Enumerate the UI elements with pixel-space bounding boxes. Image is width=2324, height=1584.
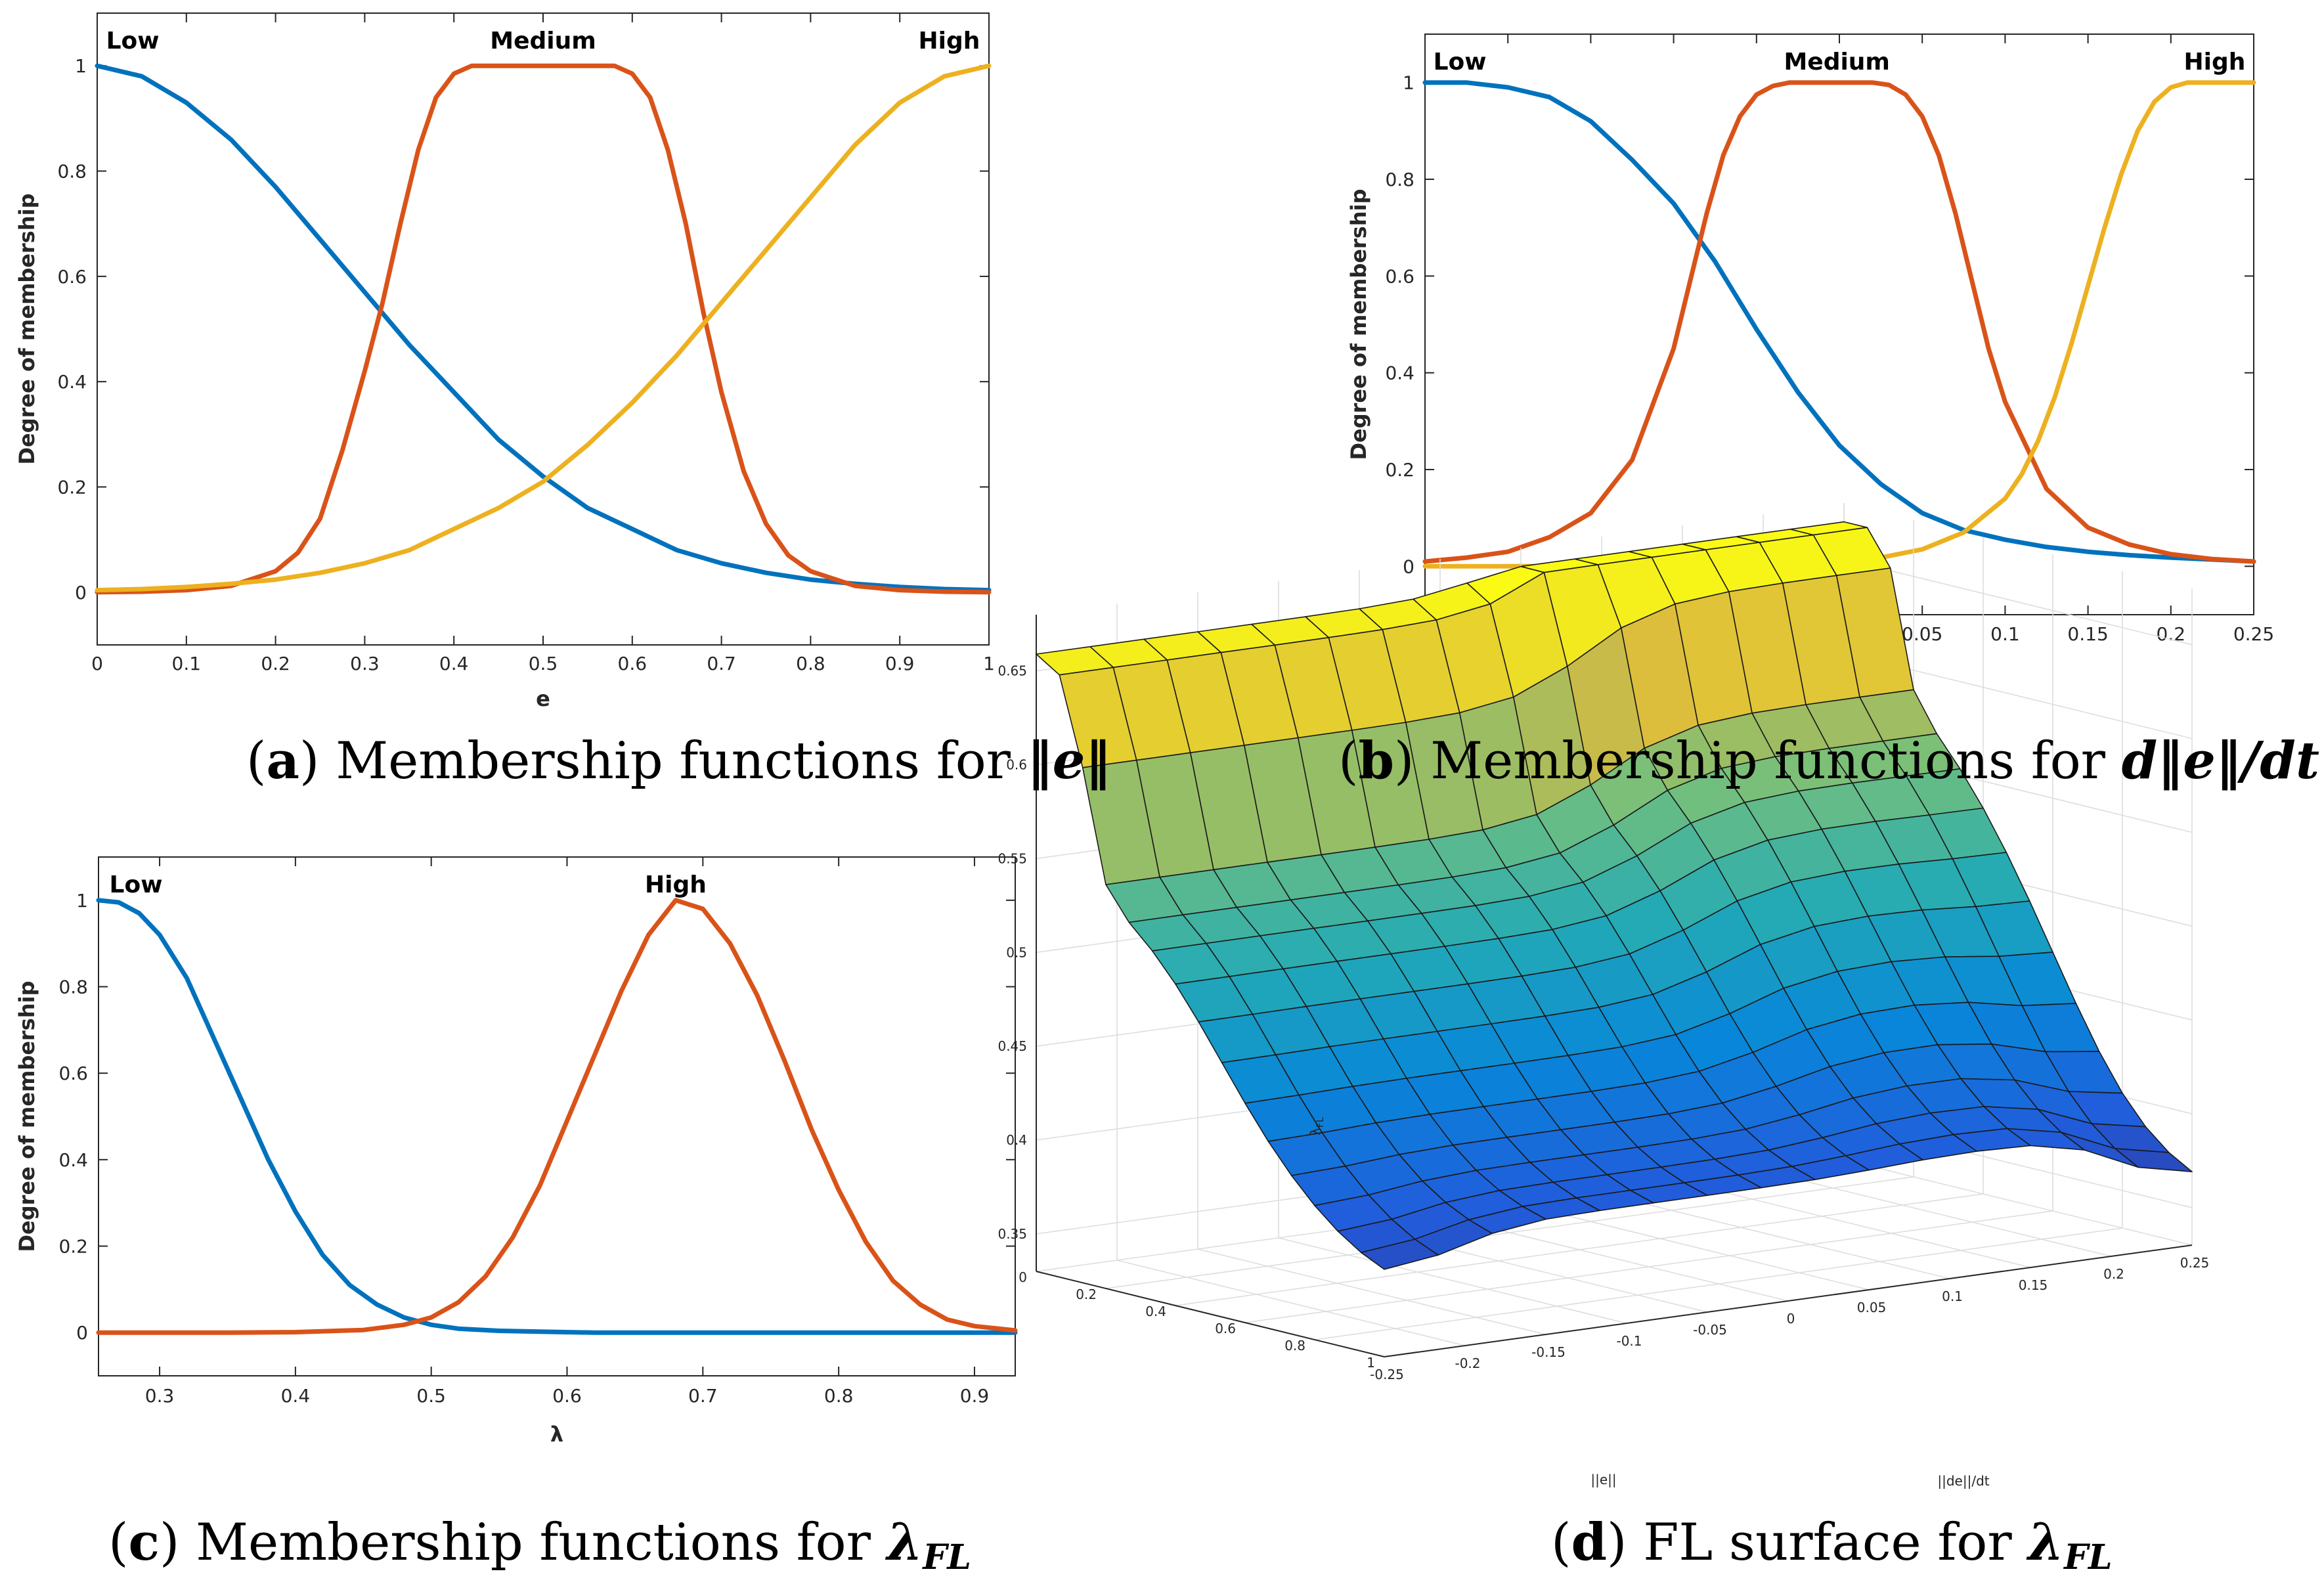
z-tick-label: 0.55 — [998, 850, 1027, 866]
y-axis-label: ||de||/dt — [1937, 1473, 1989, 1489]
x-tick-label: 0.4 — [439, 653, 469, 674]
y-axis-label: Degree of membership — [1346, 188, 1371, 460]
y-tick-label: 0.1 — [1942, 1288, 1963, 1304]
z-tick-label: 0.35 — [998, 1226, 1027, 1242]
x-tick-label: 0.8 — [824, 1385, 854, 1407]
y-tick-label: 0.8 — [58, 977, 88, 998]
y-tick-label: 0.4 — [1385, 363, 1414, 384]
x-tick-label: 1 — [983, 653, 995, 674]
y-tick-label: 0.2 — [2103, 1266, 2124, 1282]
y-tick-label: -0.25 — [1370, 1367, 1404, 1382]
figure-canvas: 0 0.1 0.2 0.3 0.4 0.5 0.6 0.7 0.8 0.9 100.20.40.60… — [0, 0, 2324, 1584]
x-tick-label: 0.4 — [281, 1385, 311, 1407]
y-tick-label: 0.8 — [57, 161, 87, 183]
x-tick-label: 0.9 — [960, 1385, 990, 1407]
x-tick-label: 0.8 — [796, 653, 825, 674]
z-tick-label: 0.5 — [1006, 944, 1027, 960]
y-tick-label: 0.4 — [57, 371, 87, 393]
y-tick-label: 0.2 — [57, 477, 87, 498]
z-tick-label: 0.65 — [998, 663, 1027, 679]
mf-label-high: High — [2184, 49, 2246, 76]
mf-label-medium: Medium — [490, 28, 596, 55]
y-tick-label: 0.6 — [58, 1063, 88, 1084]
y-tick-label: 0 — [75, 582, 87, 604]
y-axis-label: Degree of membership — [14, 980, 39, 1252]
y-tick-label: 0.8 — [1385, 169, 1414, 190]
x-tick-label: 0.6 — [618, 653, 647, 674]
x-tick-label: 0 — [1019, 1269, 1027, 1285]
x-tick-label: 0.4 — [1145, 1304, 1166, 1319]
x-tick-label: 0.2 — [261, 653, 290, 674]
y-tick-label: 0.4 — [58, 1149, 88, 1171]
mf-label-low: Low — [106, 28, 160, 55]
x-axis-label: e — [536, 686, 550, 711]
x-axis-label: λ — [550, 1422, 563, 1447]
x-tick-label: 0.5 — [416, 1385, 446, 1407]
y-tick-label: -0.1 — [1616, 1333, 1642, 1349]
y-tick-label: 0 — [76, 1322, 88, 1344]
mf-label-medium: Medium — [1784, 49, 1890, 76]
z-tick-label: 0.45 — [998, 1038, 1027, 1054]
x-tick-label: 0.2 — [1076, 1287, 1097, 1302]
caption-a: (a) Membership functions for ‖e‖ — [246, 731, 1110, 791]
x-tick-label: 0.5 — [529, 653, 558, 674]
y-tick-label: 0.05 — [1857, 1300, 1887, 1315]
x-tick-label: 0.6 — [552, 1385, 582, 1407]
panel-c-membership-lambda: 0.3 0.4 0.5 0.6 0.7 0.8 0.9 0 0.2 0.4 0.6 0.8 1 Low Hi… — [14, 857, 1015, 1447]
y-tick-label: -0.2 — [1455, 1355, 1480, 1371]
caption-d: (d) FL surface for λFL — [1551, 1512, 2113, 1577]
x-tick-label: 0.7 — [707, 653, 736, 674]
x-tick-label: 0.05 — [1902, 623, 1942, 645]
x-tick-label: 0.6 — [1215, 1321, 1236, 1336]
y-tick-label: 1 — [76, 890, 88, 912]
y-tick-label: 0.25 — [2180, 1255, 2210, 1271]
mf-label-low: Low — [1434, 49, 1487, 76]
plot-area — [97, 13, 989, 645]
y-axis-label: Degree of membership — [14, 193, 39, 464]
y-tick-label: 0 — [1787, 1311, 1795, 1327]
y-tick-label: 1 — [1403, 72, 1414, 94]
x-tick-label: 0.25 — [2233, 623, 2274, 645]
y-tick-label: 0.6 — [57, 266, 87, 288]
y-tick-label: 0 — [1403, 556, 1414, 577]
panel-d-fl-surface: 0.350.40.450.50.550.60.6500.20.40.60.81-… — [998, 503, 2209, 1489]
x-tick-label: 0 — [91, 653, 103, 674]
y-tick-label: -0.15 — [1531, 1344, 1566, 1360]
x-tick-label: 0.3 — [145, 1385, 175, 1407]
y-tick-label: 0.2 — [1385, 459, 1414, 481]
x-tick-label: 0.15 — [2067, 623, 2108, 645]
x-tick-label: 0.8 — [1284, 1338, 1305, 1353]
x-tick-label: 0.1 — [172, 653, 202, 674]
y-axis-line — [1384, 1245, 2192, 1357]
y-tick-label: 1 — [75, 55, 87, 77]
y-tick-label: 0.2 — [58, 1236, 88, 1258]
caption-c: (c) Membership functions for λFL — [108, 1512, 971, 1577]
y-tick-label: 0.6 — [1385, 265, 1414, 287]
x-tick-label: 0.9 — [885, 653, 915, 674]
panel-a-membership-e: 0 0.1 0.2 0.3 0.4 0.5 0.6 0.7 0.8 0.9 1 0 0.2 0.4 0.6 0… — [14, 13, 995, 711]
mf-label-high: High — [645, 871, 707, 898]
mf-label-low: Low — [110, 871, 163, 898]
mf-label-high: High — [919, 28, 980, 55]
x-tick-label: 0.7 — [688, 1385, 718, 1407]
plot-area — [99, 857, 1015, 1376]
z-tick-label: 0.4 — [1006, 1132, 1027, 1148]
caption-b: (b) Membership functions for d‖e‖/dt — [1338, 731, 2319, 791]
x-tick-label: 0.3 — [350, 653, 380, 674]
y-tick-label: -0.05 — [1693, 1322, 1727, 1338]
x-tick-label: 0.1 — [1990, 623, 2020, 645]
y-tick-label: 0.15 — [2019, 1277, 2048, 1293]
x-axis-label: ||e|| — [1590, 1472, 1616, 1487]
